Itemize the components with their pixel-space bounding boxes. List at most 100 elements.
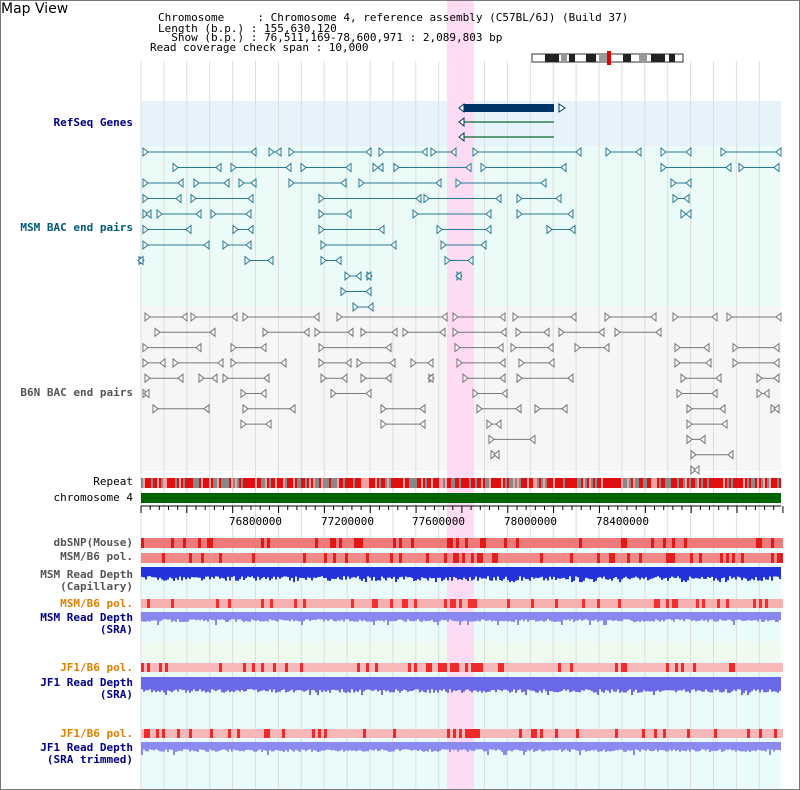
track-label-msm-bac[interactable]: MSM BAC end pairs [20,221,133,234]
read-depth-bar [691,677,693,690]
read-depth-bar [539,742,541,750]
read-depth-bar [177,742,179,752]
polymorphism-heat [444,663,447,672]
repeat-block [671,478,673,488]
read-depth-bar [597,567,599,578]
polymorphism-heat [384,538,387,548]
b6n-bac-pair-end [721,419,728,430]
polymorphism-heat [426,538,429,548]
track-label-refseq[interactable]: RefSeq Genes [53,116,133,129]
polymorphism-heat [249,538,252,548]
read-depth-bar [447,742,449,750]
repeat-block [355,478,357,488]
polymorphism-heat [540,663,543,672]
read-depth-bar [367,567,369,577]
read-depth-bar [633,677,635,692]
polymorphism-heat [312,538,315,548]
read-depth-bar [317,742,319,752]
read-depth-bar [609,612,611,620]
read-depth-bar [665,612,667,620]
polymorphism-heat [315,538,318,548]
repeat-block [263,478,265,488]
read-depth-bar [413,612,415,622]
read-depth-bar [705,677,707,690]
read-depth-bar [463,677,465,692]
read-depth-bar [261,612,263,622]
read-depth-bar [351,742,353,751]
read-depth-bar [421,742,423,751]
polymorphism-heat [336,729,339,738]
read-depth-bar [465,677,467,690]
read-depth-bar [589,612,591,625]
read-depth-bar [535,612,537,622]
read-depth-bar [681,567,683,583]
read-depth-bar [759,742,761,751]
read-depth-bar [217,677,219,690]
read-depth-bar [195,742,197,752]
read-depth-bar [185,567,187,580]
ideogram-band [651,54,665,62]
read-depth-bar [329,567,331,581]
polymorphism-heat [411,538,414,548]
repeat-block [471,478,473,488]
polymorphism-heat [204,663,207,672]
read-depth-bar [213,742,215,751]
polymorphism-heat [171,538,174,548]
polymorphism-heat [246,599,249,608]
polymorphism-heat [411,729,414,738]
msm-bac-pair-end [142,146,149,158]
polymorphism-heat [678,538,681,548]
read-depth-bar [421,567,423,578]
track-label-jf1-sra: (SRA) [99,688,133,701]
polymorphism-heat [552,663,555,672]
read-depth-bar [707,742,709,750]
read-depth-bar [407,742,409,750]
b6n-bac-pair-end [763,388,770,399]
read-depth-bar [333,742,335,751]
read-depth-bar [471,677,473,693]
read-depth-bar [483,677,485,691]
polymorphism-heat [147,599,150,608]
read-depth-bar [491,567,493,581]
read-depth-bar [767,567,769,580]
read-depth-bar [199,742,201,750]
polymorphism-heat [315,599,318,608]
polymorphism-heat [600,729,603,738]
repeat-block [377,478,379,488]
read-depth-bar [317,677,319,696]
read-depth-bar [537,677,539,693]
read-depth-bar [545,742,547,751]
b6n-bac-pair-end [143,388,150,399]
read-depth-bar [427,567,429,581]
read-depth-bar [661,742,663,750]
repeat-block [161,478,163,488]
repeat-block [297,478,299,488]
polymorphism-heat [483,729,486,738]
read-depth-bar [325,677,327,692]
polymorphism-heat [408,729,411,738]
repeat-block [603,478,605,488]
read-depth-bar [237,612,239,620]
repeat-block [151,478,153,488]
repeat-block [201,478,203,488]
read-depth-bar [643,742,645,750]
read-depth-bar [423,677,425,692]
read-depth-bar [577,677,579,692]
polymorphism-heat [261,599,264,608]
read-depth-bar [381,742,383,750]
polymorphism-heat [615,663,618,672]
track-label-b6n-bac[interactable]: B6N BAC end pairs [20,386,133,399]
read-depth-bar [387,677,389,691]
read-depth-bar [749,742,751,752]
polymorphism-heat [549,663,552,672]
read-depth-bar [189,612,191,620]
polymorphism-heat [474,538,477,548]
polymorphism-heat [453,729,456,738]
repeat-block [643,478,645,488]
polymorphism-heat [780,729,783,738]
polymorphism-heat [177,729,180,738]
read-depth-bar [411,567,413,578]
read-depth-bar [775,612,777,622]
repeat-block [627,478,629,488]
